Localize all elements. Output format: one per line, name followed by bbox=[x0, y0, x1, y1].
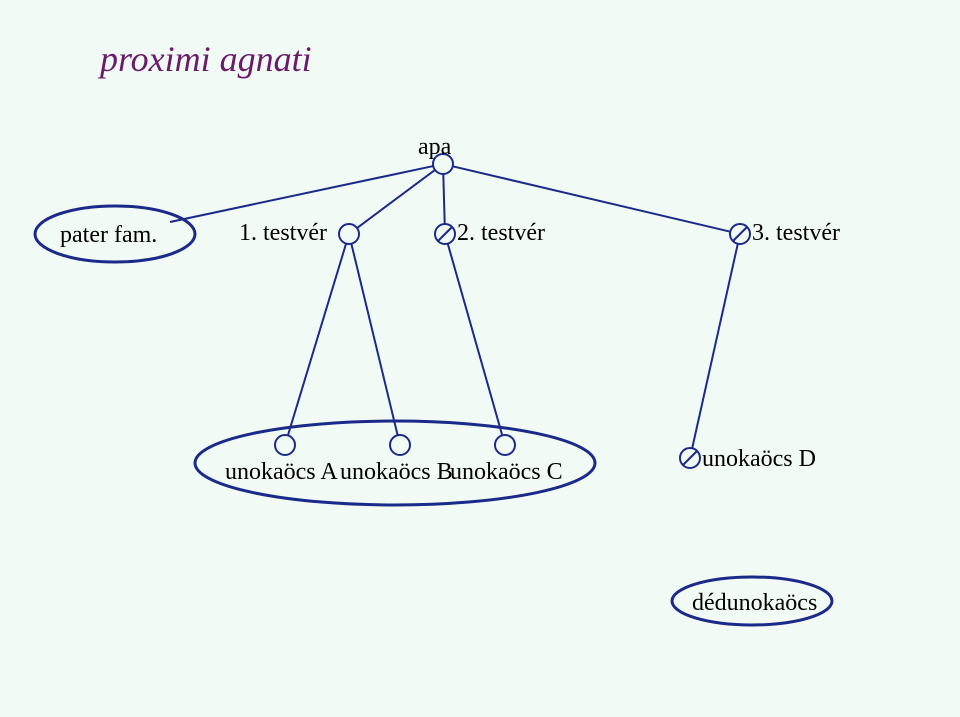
node-strike bbox=[733, 227, 747, 241]
edge bbox=[288, 244, 346, 436]
label-uA: unokaöcs A bbox=[225, 459, 338, 486]
node-uA bbox=[275, 435, 295, 455]
label-uD: unokaöcs D bbox=[702, 446, 816, 473]
label-ded: dédunokaöcs bbox=[692, 590, 817, 617]
label-t3: 3. testvér bbox=[752, 220, 840, 247]
edge bbox=[692, 244, 738, 448]
diagram-stage: proximi agnati apa pater fam. 1. testvér 2.… bbox=[0, 0, 960, 717]
label-pf: pater fam. bbox=[60, 222, 157, 249]
node-strike bbox=[683, 451, 697, 465]
edge bbox=[170, 166, 433, 222]
label-apa: apa bbox=[418, 134, 451, 161]
edge bbox=[357, 170, 435, 228]
node-uB bbox=[390, 435, 410, 455]
label-uC: unokaöcs C bbox=[450, 459, 563, 486]
label-uB: unokaöcs B bbox=[340, 459, 453, 486]
edge bbox=[351, 244, 397, 436]
node-uC bbox=[495, 435, 515, 455]
diagram-title: proximi agnati bbox=[100, 38, 312, 80]
node-t1 bbox=[339, 224, 359, 244]
label-t2: 2. testvér bbox=[457, 220, 545, 247]
node-strike bbox=[438, 227, 452, 241]
label-t1: 1. testvér bbox=[239, 220, 327, 247]
edge bbox=[443, 174, 444, 224]
edge bbox=[448, 244, 503, 436]
